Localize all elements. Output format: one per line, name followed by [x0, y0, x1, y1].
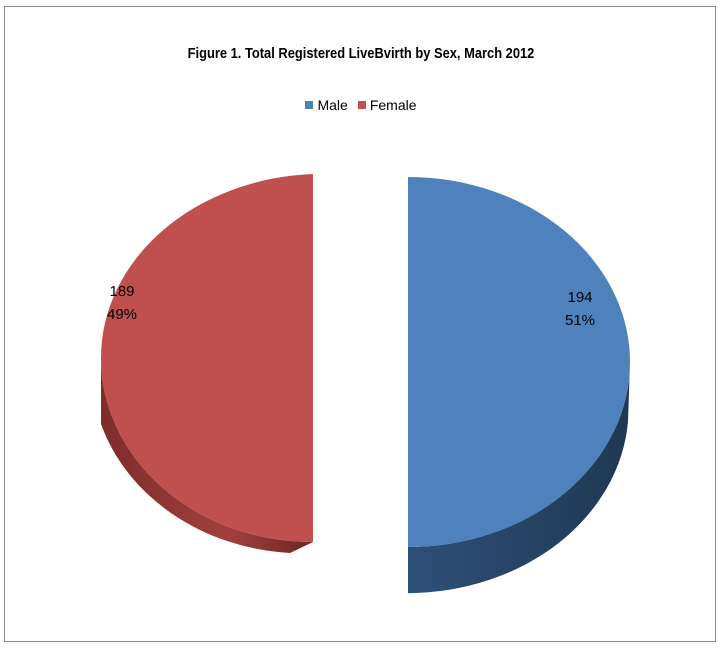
data-label-male-pct: 51%	[565, 312, 595, 329]
slice-male	[408, 177, 630, 547]
legend-item-female: Female	[357, 97, 417, 113]
slice-male-side	[408, 362, 630, 594]
chart-legend: Male Female	[5, 97, 717, 113]
legend-swatch-female	[357, 101, 366, 109]
legend-label-male: Male	[317, 97, 348, 113]
legend-label-female: Female	[369, 97, 417, 113]
data-label-female-value: 189	[109, 283, 134, 300]
legend-swatch-male	[305, 101, 314, 109]
legend-item-male: Male	[305, 97, 348, 113]
chart-title: Figure 1. Total Registered LiveBvirth by…	[187, 45, 535, 62]
slice-female	[100, 174, 313, 542]
data-label-female-pct: 49%	[107, 306, 137, 323]
data-label-male-value: 194	[567, 289, 592, 306]
